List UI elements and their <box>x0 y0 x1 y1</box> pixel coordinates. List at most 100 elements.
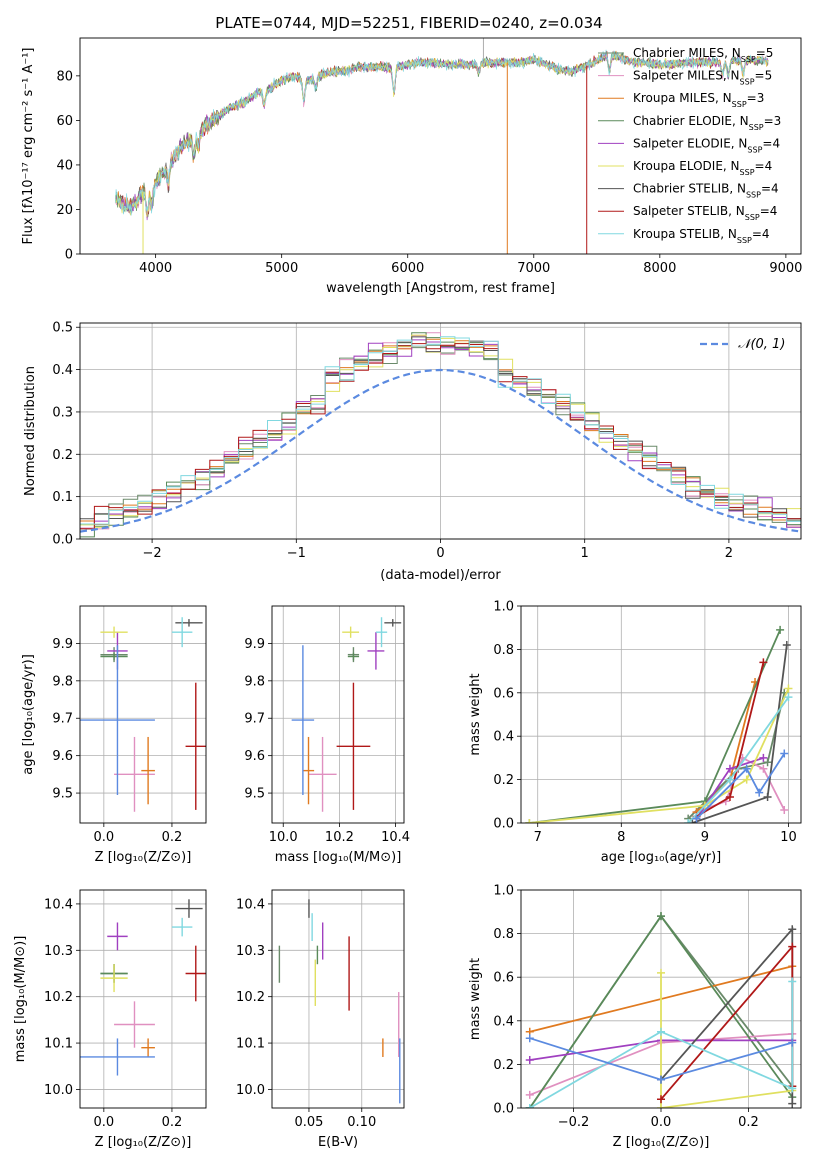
residuals-panel: −2 −1 0 1 2 0.0 0.1 0.2 0.3 0.4 0.5 (data-model)/er… <box>23 321 802 583</box>
x-tick-label: 1 <box>581 546 589 561</box>
weight-marker <box>525 1056 534 1065</box>
legend-entry: Chabrier MILES, NSSP=5 <box>633 46 773 64</box>
y-tick-label: 0.3 <box>52 405 73 420</box>
mass_vs_EBV-plot-area <box>278 899 401 1104</box>
legend-entry: Salpeter STELIB, NSSP=4 <box>633 204 777 222</box>
legend: 𝒩(0, 1) <box>700 337 785 352</box>
data-point <box>114 1001 155 1048</box>
y-tick-label: 80 <box>56 69 73 84</box>
weight-series <box>660 944 794 1100</box>
weight-marker <box>742 775 751 784</box>
weight-marker <box>784 693 793 702</box>
massweight_vs_Z-panel: −0.2 0.0 0.2 0.0 0.2 0.4 0.6 0.8 1.0 Z [log₁₀(Z/Z… <box>468 884 802 1150</box>
x-tick-label: 0.0 <box>651 1115 672 1130</box>
axes-frame <box>79 37 802 255</box>
y-axis-label: age [log₁₀(age/yr)] <box>21 654 36 775</box>
weight-series <box>529 629 781 823</box>
weight-marker <box>780 805 789 814</box>
legend-entry: Kroupa ELODIE, NSSP=4 <box>633 159 772 177</box>
y-tick-label: 10.1 <box>236 1037 265 1052</box>
data-point <box>347 652 360 661</box>
x-axis-label: age [log₁₀(age/yr)] <box>601 850 722 865</box>
x-tick-label: 8000 <box>643 261 676 276</box>
data-point <box>107 922 128 951</box>
x-tick-label: 4000 <box>139 261 172 276</box>
data-point <box>342 626 360 638</box>
mass_vs_EBV-panel: 0.05 0.10 10.0 10.1 10.2 10.3 10.4 E(B-V) <box>236 889 405 1150</box>
x-tick-label: 9000 <box>769 261 802 276</box>
y-tick-label: 10.3 <box>236 944 265 959</box>
legend-entry: 𝒩(0, 1) <box>738 337 785 352</box>
y-tick-label: 9.9 <box>244 637 265 652</box>
y-tick-label: 0.0 <box>493 1102 514 1117</box>
weight-marker <box>525 1104 534 1108</box>
weight-marker <box>657 1095 665 1104</box>
weight-marker <box>788 977 797 986</box>
age_vs_Z-plot-area <box>80 617 206 812</box>
weight-marker <box>725 764 734 773</box>
data-point <box>80 1038 155 1076</box>
normal-curve <box>80 368 799 533</box>
weight-marker <box>525 1034 534 1043</box>
data-point <box>185 945 206 1002</box>
y-tick-label: 0.2 <box>493 773 514 788</box>
y-tick-label: 9.6 <box>52 749 73 764</box>
weight-series <box>695 753 786 820</box>
weight-marker <box>657 912 665 921</box>
y-tick-label: 10.0 <box>236 1083 265 1098</box>
mass_vs_Z-panel: 0.0 0.2 10.0 10.1 10.2 10.3 10.4 Z [log₁₀(Z/Z⊙)… <box>13 889 207 1150</box>
data-point <box>175 899 203 918</box>
weight-marker <box>657 1075 665 1084</box>
weight-marker <box>657 968 665 977</box>
x-tick-label: 6000 <box>391 261 424 276</box>
weight-marker <box>657 1104 665 1108</box>
y-tick-label: 0.6 <box>493 686 514 701</box>
data-point <box>384 619 402 627</box>
data-point <box>141 736 155 805</box>
weight-marker <box>725 792 734 801</box>
data-point <box>100 652 128 661</box>
weight-marker <box>788 1099 797 1108</box>
axes-frame <box>79 322 802 540</box>
weight-marker <box>759 753 768 762</box>
x-tick-label: 0.0 <box>93 830 114 845</box>
x-tick-label: 0.2 <box>738 1115 759 1130</box>
x-tick-label: −1 <box>287 546 306 561</box>
y-tick-label: 10.4 <box>44 897 73 912</box>
massweight_vs_Z-plot-area <box>525 912 797 1108</box>
data-point <box>308 736 337 812</box>
y-tick-label: 0.4 <box>493 730 514 745</box>
axes-frame <box>79 605 207 824</box>
age_vs_mass-plot-area <box>291 617 402 812</box>
weight-series <box>529 688 790 823</box>
weight-series <box>529 981 794 1108</box>
weight-marker <box>784 684 793 693</box>
massweight_vs_age-panel: 7 8 9 10 0.0 0.2 0.4 0.6 0.8 1.0 age [log₁₀(age/yr… <box>468 600 802 865</box>
y-tick-label: 40 <box>56 158 73 173</box>
y-axis-label: Flux [fλ10⁻¹⁷ erg cm⁻² s⁻¹ A⁻¹] <box>21 48 36 245</box>
y-tick-label: 10.0 <box>44 1083 73 1098</box>
axes-frame <box>271 889 405 1109</box>
weight-marker <box>692 814 701 823</box>
axes-frame <box>520 605 802 824</box>
y-tick-label: 9.8 <box>244 674 265 689</box>
legend-entry: Chabrier ELODIE, NSSP=3 <box>633 114 781 132</box>
y-axis-label: Normed distribution <box>23 366 38 496</box>
data-point <box>141 1038 155 1057</box>
weight-marker <box>776 625 785 634</box>
y-tick-label: 0.8 <box>493 643 514 658</box>
weight-marker <box>525 1090 534 1099</box>
legend: Chabrier MILES, NSSP=5 Salpeter MILES, NS… <box>598 46 781 244</box>
data-point <box>171 617 193 648</box>
x-tick-label: −0.2 <box>558 1115 590 1130</box>
data-point <box>367 632 385 670</box>
x-tick-label: 10.0 <box>269 830 298 845</box>
y-tick-label: 0.4 <box>493 1014 514 1029</box>
weight-marker <box>525 819 534 823</box>
y-tick-label: 9.9 <box>52 637 73 652</box>
x-tick-label: 0.2 <box>162 1115 183 1130</box>
weight-marker <box>755 788 764 797</box>
x-tick-label: 5000 <box>265 261 298 276</box>
y-tick-label: 1.0 <box>493 884 514 899</box>
x-tick-label: 8 <box>617 830 625 845</box>
